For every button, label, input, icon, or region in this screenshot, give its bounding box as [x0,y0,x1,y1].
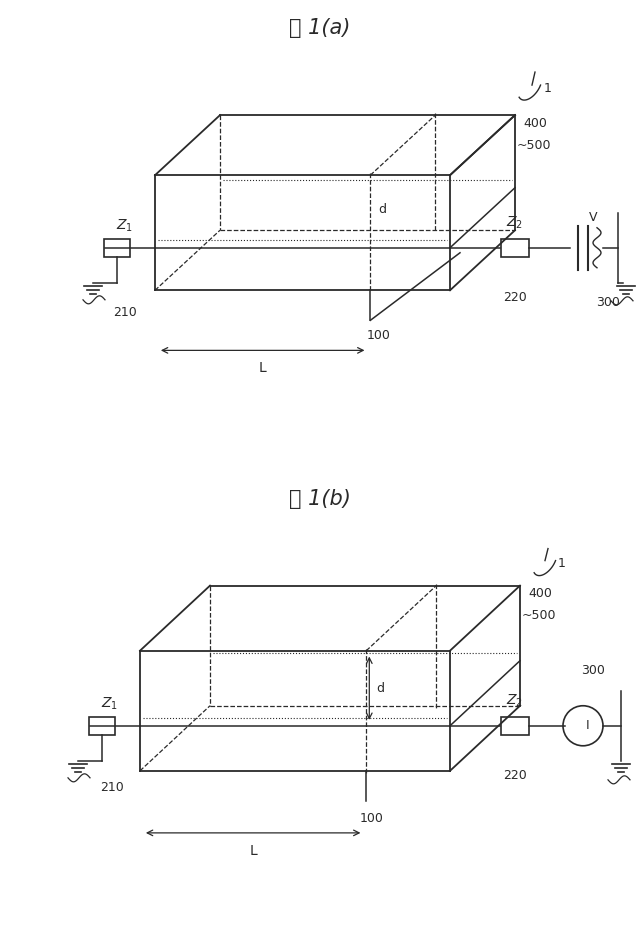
Text: L: L [249,844,257,858]
Text: 図 1(b): 図 1(b) [289,488,351,508]
Bar [501,239,529,257]
Text: 300: 300 [581,664,605,678]
Text: 300: 300 [596,296,620,310]
Text: L: L [259,361,266,375]
Text: 400: 400 [528,587,552,600]
Text: 100: 100 [360,812,383,825]
Text: $Z_1$: $Z_1$ [116,217,134,234]
Bar [89,717,115,735]
Text: 図 1(a): 図 1(a) [289,18,351,38]
Bar [501,717,529,735]
Text: 210: 210 [100,781,124,794]
Text: 100: 100 [367,328,390,342]
Text: I: I [586,719,590,732]
Text: d: d [378,203,387,216]
Text: 1: 1 [558,557,566,570]
Text: d: d [376,681,384,694]
Circle shape [563,706,603,746]
Text: V: V [589,211,597,224]
Bar [104,239,130,257]
Text: 210: 210 [113,307,137,319]
Text: 220: 220 [503,292,527,304]
Text: ~500: ~500 [517,138,552,152]
Text: $Z_2$: $Z_2$ [506,693,524,709]
Text: $Z_2$: $Z_2$ [506,215,524,231]
Text: 220: 220 [503,770,527,782]
Text: 1: 1 [544,82,552,95]
Text: $Z_1$: $Z_1$ [102,695,118,712]
Text: 400: 400 [523,117,547,130]
Text: ~500: ~500 [522,609,557,622]
